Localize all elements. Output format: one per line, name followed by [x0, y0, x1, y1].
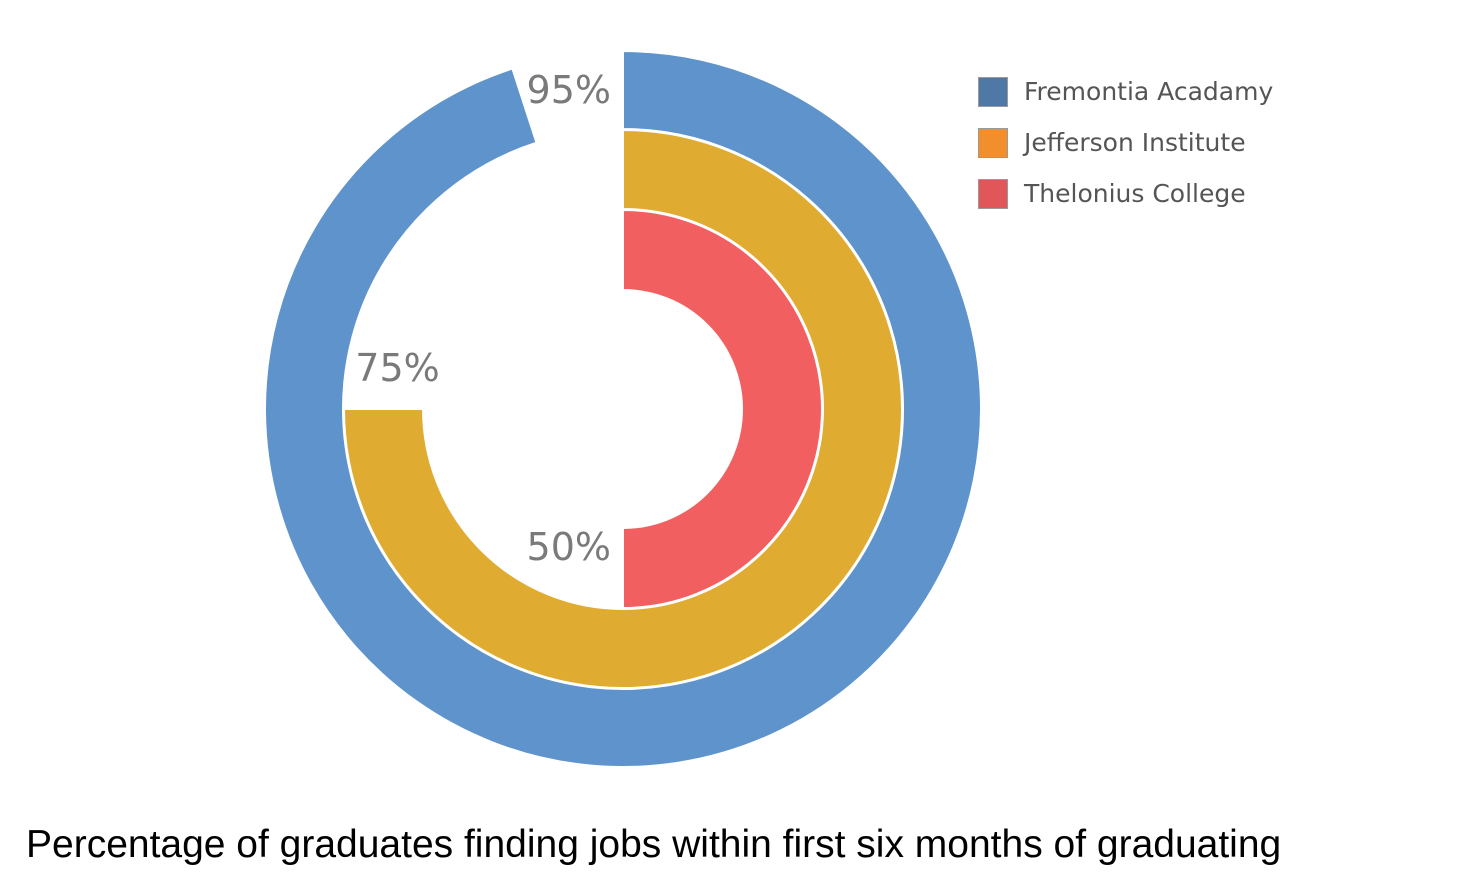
legend-swatch	[978, 76, 1008, 107]
chart-title: Percentage of graduates finding jobs wit…	[26, 823, 1282, 866]
ring-value-label-2: 75%	[355, 346, 439, 390]
legend-item-jefferson[interactable]: Jefferson Institute	[978, 117, 1273, 168]
ring-value-label-1: 95%	[527, 68, 611, 112]
ring-labels-group: 95% 75% 50%	[355, 68, 611, 569]
ring-segment-3[interactable]	[622, 208, 823, 610]
legend-swatch	[978, 178, 1008, 209]
legend-swatch	[978, 127, 1008, 158]
legend: Fremontia Acadamy Jefferson Institute Th…	[978, 66, 1273, 219]
legend-label: Fremontia Acadamy	[1024, 77, 1274, 106]
rings-group	[264, 49, 982, 768]
legend-item-fremontia[interactable]: Fremontia Acadamy	[978, 66, 1273, 117]
radial-bar-chart: 95% 75% 50%	[264, 49, 982, 768]
legend-label: Jefferson Institute	[1024, 128, 1246, 157]
legend-label: Thelonius College	[1024, 179, 1246, 208]
ring-value-label-3: 50%	[527, 525, 611, 569]
legend-item-thelonius[interactable]: Thelonius College	[978, 168, 1273, 219]
